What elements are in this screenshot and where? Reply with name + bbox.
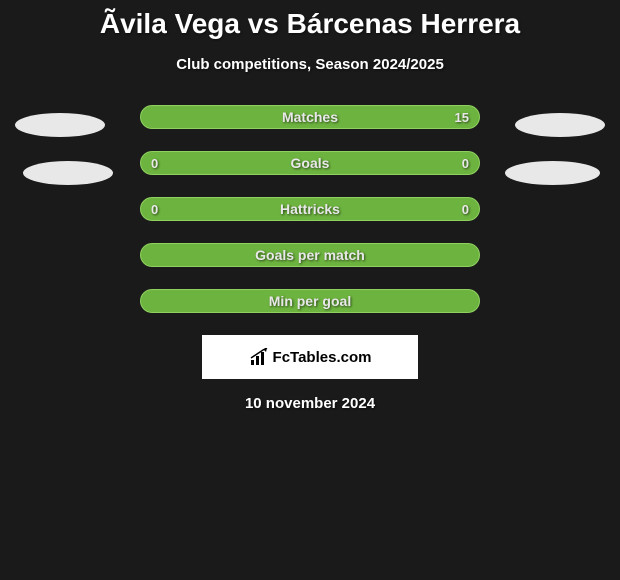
stat-bar-min-per-goal: Min per goal: [140, 289, 480, 313]
player-left-ellipse-2: [23, 161, 113, 185]
stat-right-value: 0: [462, 202, 469, 217]
stat-bars: Matches 15 0 Goals 0 0 Hattricks 0 Goals…: [140, 105, 480, 313]
logo-box: FcTables.com: [202, 335, 418, 379]
logo-text: FcTables.com: [273, 349, 372, 366]
stat-left-value: 0: [151, 156, 158, 171]
stat-bar-goals: 0 Goals 0: [140, 151, 480, 175]
stat-label: Hattricks: [280, 201, 340, 217]
stat-bar-hattricks: 0 Hattricks 0: [140, 197, 480, 221]
stat-right-value: 0: [462, 156, 469, 171]
stat-bar-matches: Matches 15: [140, 105, 480, 129]
subtitle: Club competitions, Season 2024/2025: [0, 56, 620, 73]
stat-label: Min per goal: [269, 293, 351, 309]
player-left-ellipse-1: [15, 113, 105, 137]
stat-right-value: 15: [455, 110, 469, 125]
chart-icon: [249, 348, 269, 366]
stat-label: Goals per match: [255, 247, 365, 263]
stat-label: Matches: [282, 109, 338, 125]
stat-label: Goals: [291, 155, 330, 171]
stat-left-value: 0: [151, 202, 158, 217]
player-right-ellipse-1: [515, 113, 605, 137]
player-right-ellipse-2: [505, 161, 600, 185]
stat-bar-goals-per-match: Goals per match: [140, 243, 480, 267]
main-container: Ãvila Vega vs Bárcenas Herrera Club comp…: [0, 0, 620, 412]
stats-area: Matches 15 0 Goals 0 0 Hattricks 0 Goals…: [0, 105, 620, 313]
date-text: 10 november 2024: [0, 395, 620, 412]
page-title: Ãvila Vega vs Bárcenas Herrera: [0, 8, 620, 40]
